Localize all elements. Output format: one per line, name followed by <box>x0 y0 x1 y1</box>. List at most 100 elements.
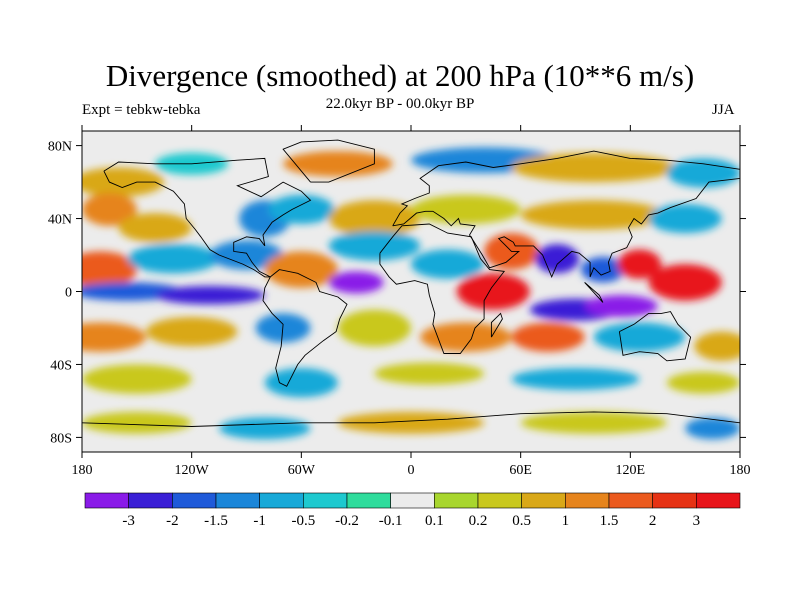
coastline-5 <box>618 311 692 362</box>
field-blob-23 <box>617 249 662 279</box>
axis-ticks: 180 120W 60W 0 60E 120E 180 80N 40N 0 40S 80S <box>48 125 751 478</box>
field-blob-45 <box>219 417 311 440</box>
field-blob-12 <box>520 200 667 230</box>
colorbar-swatch-10 <box>521 492 566 509</box>
colorbar-label: -0.2 <box>335 513 359 529</box>
coastline-0 <box>103 157 312 278</box>
x-tick-label: 120E <box>616 463 646 478</box>
field-blob-17 <box>264 251 338 288</box>
colorbar-label: -2 <box>166 513 179 529</box>
colorbar-swatch-12 <box>608 492 653 509</box>
plot-title: Divergence (smoothed) at 200 hPa (10**6 … <box>105 58 695 93</box>
field-blob-38 <box>694 331 740 361</box>
field-blob-24 <box>648 264 722 301</box>
field-blob-40 <box>264 368 338 398</box>
x-tick-label: 0 <box>408 463 415 478</box>
field-blob-35 <box>420 322 512 352</box>
field-blob-9 <box>268 194 335 225</box>
field-blob-15 <box>127 244 220 274</box>
field-blob-18 <box>328 231 421 261</box>
field-blob-0 <box>82 167 165 197</box>
colorbar-swatch-2 <box>172 492 217 509</box>
field-blob-41 <box>374 362 485 385</box>
coastline-2 <box>282 139 375 183</box>
field-blob-4 <box>511 152 677 183</box>
colorbar-swatch-11 <box>565 492 610 509</box>
colorbar-label: 2 <box>649 513 657 529</box>
field-blob-6 <box>82 193 137 226</box>
colorbar-swatch-7 <box>390 492 435 509</box>
field-blob-44 <box>82 411 192 434</box>
x-tick-label: 120W <box>175 463 210 478</box>
field-blob-11 <box>411 194 521 225</box>
colorbar-swatch-3 <box>215 492 260 509</box>
colorbar-swatch-6 <box>346 492 391 509</box>
field-blob-13 <box>648 203 722 234</box>
field-blob-46 <box>337 411 485 434</box>
colorbar-label: 1 <box>562 513 570 529</box>
field-blob-48 <box>685 417 740 440</box>
colorbar-swatch-5 <box>303 492 348 509</box>
colorbar-label: 3 <box>693 513 701 529</box>
colorbar-swatch-1 <box>128 492 173 509</box>
x-tick-label: 60E <box>509 463 532 478</box>
colorbar-label: -0.5 <box>291 513 315 529</box>
coastline-8 <box>82 411 740 427</box>
time-range-label: 22.0kyr BP - 00.0kyr BP <box>325 96 475 112</box>
colorbar: -3 -2 -1.5 -1 -0.5 -0.2 -0.1 0.1 0.2 0.5 1 1.5 2 3 <box>84 492 741 529</box>
field-blob-21 <box>535 244 580 274</box>
field-blob-36 <box>511 322 585 352</box>
season-label: JJA <box>712 102 735 118</box>
colorbar-swatch-14 <box>696 492 741 509</box>
field-blob-10 <box>328 200 421 237</box>
colorbar-swatch-8 <box>434 492 479 509</box>
field-blob-42 <box>511 368 640 390</box>
field-blob-16 <box>209 240 284 270</box>
colorbar-swatch-0 <box>84 492 129 509</box>
field-blob-2 <box>283 151 393 177</box>
field-blob-30 <box>584 295 658 318</box>
y-tick-label: 0 <box>65 286 72 301</box>
colorbar-label: 1.5 <box>600 513 619 529</box>
colorbar-swatch-13 <box>652 492 697 509</box>
colorbar-label: -3 <box>122 513 135 529</box>
x-tick-label: 180 <box>730 463 751 478</box>
coastline-4 <box>379 223 506 354</box>
field-blob-19 <box>411 249 485 279</box>
coastlines <box>82 139 740 427</box>
field-blob-39 <box>82 364 192 394</box>
field-blob-26 <box>155 286 265 305</box>
colorbar-label: 0.5 <box>512 513 531 529</box>
y-tick-label: 80S <box>50 431 72 446</box>
colorbar-swatch-9 <box>477 492 522 509</box>
coastline-6 <box>490 312 503 338</box>
field-blob-27 <box>328 271 384 294</box>
divergence-field <box>82 147 740 440</box>
y-tick-label: 40N <box>48 213 72 228</box>
coastline-1 <box>262 269 348 387</box>
colorbar-label: -0.1 <box>379 513 403 529</box>
colorbar-swatch-4 <box>259 492 304 509</box>
field-blob-5 <box>666 158 740 188</box>
x-tick-label: 180 <box>72 463 93 478</box>
field-blob-43 <box>666 371 740 394</box>
field-blob-37 <box>593 322 686 352</box>
field-blob-47 <box>520 411 667 434</box>
field-blob-28 <box>456 273 530 310</box>
experiment-label: Expt = tebkw-tebka <box>82 102 201 118</box>
y-tick-label: 80N <box>48 140 72 155</box>
field-blob-22 <box>580 256 625 283</box>
field-blob-14 <box>82 251 137 288</box>
colorbar-label: 0.1 <box>425 513 444 529</box>
colorbar-label: -1.5 <box>204 513 228 529</box>
field-blob-34 <box>337 309 412 347</box>
x-tick-label: 60W <box>288 463 316 478</box>
field-blob-32 <box>145 317 238 347</box>
y-tick-label: 40S <box>50 358 72 373</box>
colorbar-label: 0.2 <box>469 513 488 529</box>
field-blob-7 <box>118 213 192 243</box>
coastline-7 <box>584 282 604 303</box>
field-blob-31 <box>82 322 146 352</box>
colorbar-label: -1 <box>253 513 266 529</box>
